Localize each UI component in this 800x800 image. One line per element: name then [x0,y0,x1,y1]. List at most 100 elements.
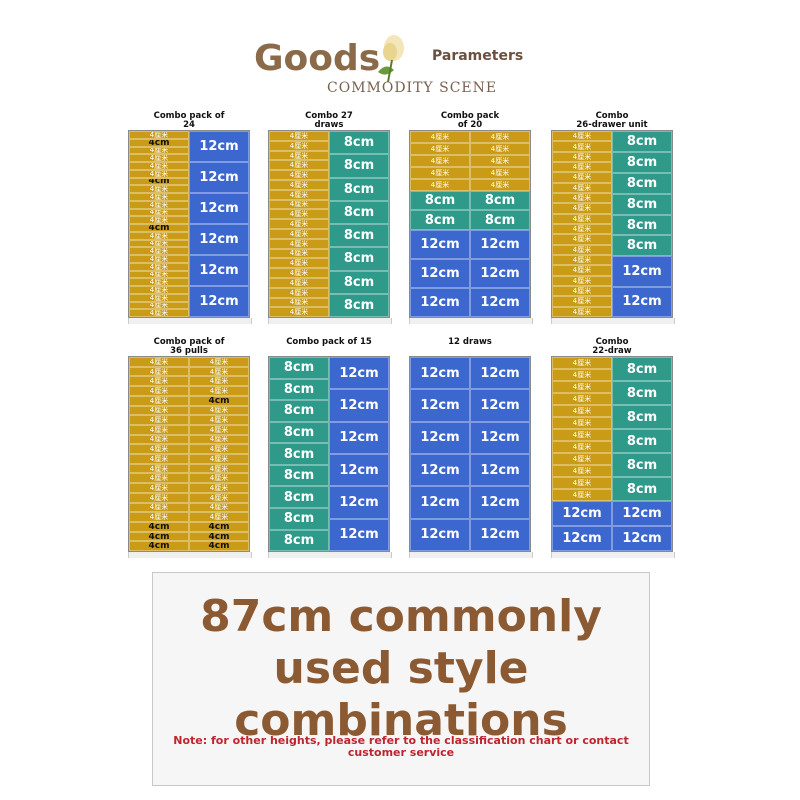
drawer-gold: 4厘米 [269,140,329,151]
drawer-gold: 4厘米 [129,185,189,193]
drawer-gold: 4厘米 [269,160,329,171]
cabinet-row: 8cm 8cm [410,210,530,230]
combo-title: Combo pack of 20 [440,111,500,130]
cabinet-column: 4厘米 4厘米 4厘米 4厘米 4cm 4厘米 4厘米 4厘米 4厘米 4厘米 4厘米 4厘米 4厘米 4… [189,357,249,552]
drawer-gold: 4厘米 [552,265,612,276]
drawer-teal: 8cm [612,151,672,173]
drawer-gold: 4厘米 [552,254,612,266]
drawer-teal: 8cm [329,154,389,178]
drawer-gold: 4厘米 [129,463,189,474]
drawer-blue: 12cm [189,131,249,162]
drawer-gold: 4厘米 [269,199,329,210]
header: Goods Parameters COMMODITY SCENE [0,0,800,110]
cabinet: 4厘米 4厘米 4厘米 4厘米 4厘米 4厘米 4厘米 4厘米 4厘米 4厘米 4厘米 4厘米 4厘米 4… [551,130,673,318]
cabinet: 4厘米 4厘米 4厘米 4厘米 4厘米 4厘米 4厘米 4厘米 4厘米 4厘米 4厘米 4厘米 4厘米 4… [268,130,390,318]
drawer-gold: 4cm [189,395,249,406]
drawer-gold: 4厘米 [410,179,470,191]
drawer-teal: 8cm [269,357,329,379]
drawer-teal: 8cm [470,191,530,211]
drawer-gold: 4厘米 [129,376,189,387]
drawer-teal: 8cm [269,443,329,465]
drawer-blue: 12cm [470,389,530,422]
drawer-gold: 4厘米 [129,405,189,416]
cabinet-base [409,318,533,324]
cabinet-row: 4厘米 4厘米 [410,131,530,143]
drawer-gold: 4厘米 [129,131,189,139]
drawer-teal: 8cm [329,270,389,294]
drawer-gold: 4厘米 [189,483,249,493]
drawer-gold: 4厘米 [129,293,189,302]
cabinet: 4厘米 4厘米 4厘米 4厘米 4厘米 4厘米 4厘米 4厘米 4厘米 4厘米 4厘米 4厘米 4厘米 4… [128,356,250,552]
drawer-teal: 8cm [612,477,672,501]
drawer-gold: 4厘米 [470,143,530,155]
drawer-gold: 4厘米 [189,473,249,484]
combo-title: 12 draws [448,337,492,347]
drawer-gold: 4厘米 [189,463,249,474]
drawer-gold: 4厘米 [189,357,249,367]
drawer-gold: 4厘米 [410,167,470,179]
drawer-gold: 4厘米 [189,434,249,445]
cabinet: 4厘米 4cm 4厘米 4厘米 4厘米 4厘米 4cm 4厘米 4厘米 4厘米 4厘米 4厘米 4cm 4… [128,130,250,318]
drawer-gold: 4厘米 [410,143,470,155]
cabinet-upper: 4厘米 4厘米 4厘米 4厘米 4厘米 4厘米 4厘米 4厘米 4厘米 4厘米 4厘米 4厘米 8cm 8… [552,357,672,501]
drawer-blue: 12cm [410,421,470,454]
cabinet-column: 4厘米 4厘米 4厘米 4厘米 4厘米 4厘米 4厘米 4厘米 4厘米 4厘米 4厘米 4厘米 4厘米 4… [129,357,189,552]
drawer-blue: 12cm [552,501,612,526]
cabinet: 4厘米 4厘米 4厘米 4厘米 4厘米 4厘米 4厘米 4厘米 4厘米 4厘米 8cm 8cm 8cm 8… [409,130,531,318]
drawer-gold: 4厘米 [269,179,329,190]
drawer-gold: 4厘米 [552,213,612,224]
drawer-gold: 4厘米 [129,169,189,178]
cabinet-column: 8cm 8cm 8cm 8cm 8cm 8cm 8cm 8cm 8cm [269,357,329,552]
drawer-gold: 4厘米 [269,248,329,259]
drawer-blue: 12cm [189,286,249,317]
drawer-blue: 12cm [470,421,530,454]
drawer-blue: 12cm [410,229,470,259]
drawer-blue: 12cm [470,229,530,259]
drawer-blue: 12cm [189,224,249,255]
cabinet-row: 12cm 12cm [410,357,530,390]
drawer-gold: 4厘米 [129,454,189,464]
drawer-teal: 8cm [612,193,672,215]
drawer-gold: 4厘米 [129,357,189,367]
drawer-gold: 4厘米 [552,275,612,286]
cabinet-base [409,552,533,558]
drawer-gold: 4厘米 [129,247,189,255]
drawer-teal: 8cm [269,464,329,487]
drawer-gold: 4厘米 [269,150,329,161]
cabinet-row: 12cm 12cm [552,501,672,526]
drawer-gold: 4厘米 [129,492,189,503]
drawer-gold: 4厘米 [129,278,189,286]
drawer-blue: 12cm [410,389,470,422]
cabinet-base [551,552,675,558]
drawer-gold: 4厘米 [129,270,189,279]
drawer-blue: 12cm [410,357,470,390]
drawer-teal: 8cm [612,235,672,257]
drawer-blue: 12cm [329,518,389,551]
cabinet-column: 12cm 12cm 12cm 12cm 12cm 12cm [329,357,389,551]
drawer-gold: 4厘米 [552,172,612,183]
drawer-gold: 4厘米 [470,155,530,167]
drawer-gold: 4厘米 [189,492,249,503]
drawer-gold: 4厘米 [269,268,329,278]
drawer-gold: 4cm [129,177,189,186]
drawer-gold: 4厘米 [269,131,329,141]
drawer-gold: 4厘米 [552,465,612,477]
drawer-teal: 8cm [329,247,389,271]
drawer-gold: 4厘米 [129,444,189,455]
drawer-teal: 8cm [612,453,672,477]
drawer-gold: 4厘米 [129,424,189,435]
drawer-gold: 4厘米 [129,395,189,406]
combo-title: Combo 27 draws [305,111,353,130]
drawer-blue: 12cm [410,287,470,318]
drawer-blue: 12cm [410,518,470,551]
combo-title: Combo pack of 36 pulls [153,337,225,356]
cabinet-row: 12cm 12cm [410,229,530,259]
drawer-gold: 4cm [129,224,189,232]
drawer-gold: 4厘米 [129,386,189,396]
cabinet-row: 4厘米 4厘米 [410,167,530,179]
drawer-blue: 12cm [410,453,470,487]
drawer-gold: 4厘米 [269,287,329,298]
drawer-gold: 4厘米 [552,405,612,417]
drawer-blue: 12cm [410,486,470,519]
cabinet-column: 4厘米 4cm 4厘米 4厘米 4厘米 4厘米 4cm 4厘米 4厘米 4厘米 4厘米 4厘米 4cm 4… [129,131,189,317]
